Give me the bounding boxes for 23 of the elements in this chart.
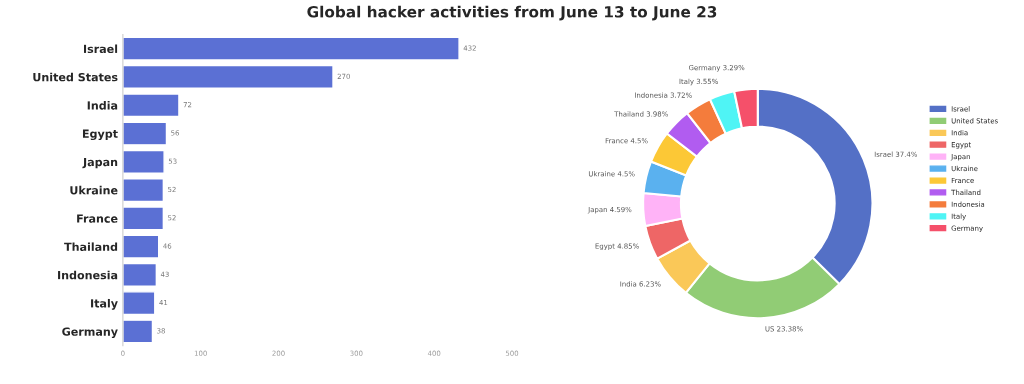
bar (122, 121, 168, 146)
bar (122, 149, 165, 174)
y-tick-label: Egypt (82, 129, 118, 141)
bar (122, 64, 334, 89)
y-tick-label: Indonesia (58, 270, 118, 280)
y-tick-label: India (87, 101, 118, 110)
y-tick-label: Ukraine (70, 185, 118, 195)
bar (122, 262, 158, 287)
y-tick-label: United States (33, 72, 118, 82)
bar (122, 93, 180, 118)
bar (122, 178, 165, 203)
y-tick-label: Japan (82, 157, 118, 169)
bar (122, 206, 165, 231)
y-tick-label: France (77, 214, 118, 223)
y-tick-label: Italy (91, 298, 118, 310)
bar (122, 36, 460, 61)
bar (122, 234, 160, 259)
chart-title: Global hacker activities from June 13 to June 23 (307, 5, 717, 21)
bar (122, 319, 154, 344)
y-tick-label: Israel (83, 44, 118, 54)
bar (122, 291, 156, 316)
y-tick-label: Germany (62, 327, 118, 339)
y-tick-label: Thailand (64, 242, 118, 252)
